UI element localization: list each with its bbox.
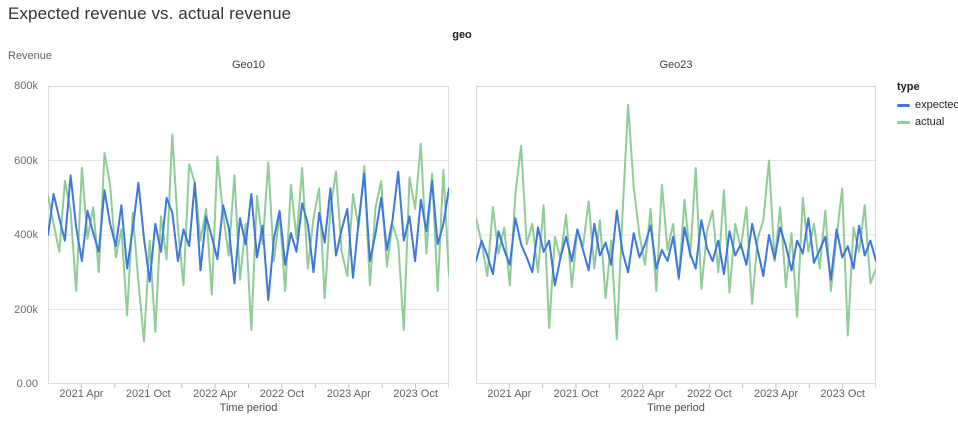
- facet-title-geo10: Geo10: [231, 59, 266, 71]
- x-axis-tick-label: 2022 Apr: [193, 388, 238, 400]
- x-axis-tick-label: 2021 Apr: [487, 388, 532, 400]
- actual-series-swatch-icon: [897, 121, 910, 124]
- x-axis-tick-label: 2021 Oct: [553, 388, 599, 400]
- y-axis-tick-label: 800k: [14, 80, 38, 92]
- plot-border: [476, 86, 876, 384]
- x-axis-tick-label: 2022 Oct: [687, 388, 732, 400]
- legend-item-actual[interactable]: actual: [897, 116, 957, 129]
- page-title: Expected revenue vs. actual revenue: [8, 4, 292, 23]
- legend-item-label: actual: [915, 116, 945, 128]
- x-axis-geo10: 2021 Apr 2021 Oct 2022 Apr 2022 Oct 2023 Apr…: [48, 388, 449, 402]
- x-axis-tick-label: 2023 Oct: [820, 388, 865, 400]
- legend-item-label: expected: [915, 99, 958, 111]
- x-axis-title: Time period: [219, 402, 278, 414]
- x-axis-tick-label: 2021 Apr: [59, 388, 104, 400]
- x-axis-tick-label: 2023 Apr: [753, 388, 799, 400]
- facet-title-geo23: Geo23: [659, 59, 693, 71]
- y-axis: 800k 600k 400k 200k 0.00: [0, 80, 43, 390]
- line-chart-geo10[interactable]: [48, 86, 449, 390]
- legend: type expected actual: [897, 81, 958, 133]
- legend-item-expected[interactable]: expected: [897, 99, 958, 112]
- expected-line: [48, 170, 449, 302]
- x-axis-geo23: 2021 Apr 2021 Oct 2022 Apr 2022 Oct 2023 Apr…: [476, 388, 876, 402]
- expected-line: [476, 209, 876, 287]
- y-axis-tick-label: 0.00: [16, 378, 38, 390]
- y-axis-tick-label: 600k: [14, 154, 38, 167]
- x-axis-tick-label: 2023 Oct: [393, 388, 438, 400]
- x-axis-title: Time period: [647, 402, 705, 414]
- expected-series-swatch-icon: [897, 104, 910, 107]
- line-chart-geo23[interactable]: [476, 86, 876, 390]
- legend-title: type: [897, 81, 920, 93]
- facet-column-header: geo: [452, 29, 472, 41]
- x-axis-tick-label: 2021 Oct: [125, 388, 171, 400]
- y-axis-title: Revenue: [8, 50, 53, 62]
- y-axis-tick-label: 200k: [14, 303, 38, 316]
- x-axis-tick-label: 2022 Oct: [259, 388, 305, 400]
- x-axis-tick-label: 2022 Apr: [620, 388, 665, 400]
- x-axis-tick-label: 2023 Apr: [326, 388, 371, 400]
- y-axis-tick-label: 400k: [14, 229, 38, 241]
- actual-line: [476, 103, 876, 341]
